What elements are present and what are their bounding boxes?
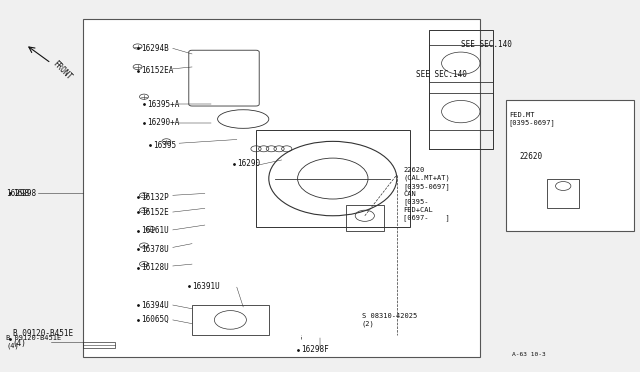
Text: S 08310-42025
(2): S 08310-42025 (2) xyxy=(362,313,417,327)
Text: 16298F: 16298F xyxy=(301,345,328,354)
Bar xyxy=(547,179,579,208)
Text: FED.MT
[0395-0697]: FED.MT [0395-0697] xyxy=(509,112,556,126)
Text: 16394U: 16394U xyxy=(141,301,168,310)
Text: 16128U: 16128U xyxy=(141,263,168,272)
Text: 22620
(CAL.MT+AT)
[0395-0697]
CAN
[0395-
FED+CAL
[0697-    ]: 22620 (CAL.MT+AT) [0395-0697] CAN [0395-… xyxy=(403,167,450,221)
Text: 16152EA: 16152EA xyxy=(141,66,173,75)
Bar xyxy=(429,45,493,82)
Text: A-63 10-3: A-63 10-3 xyxy=(512,352,546,357)
Text: 16290+A: 16290+A xyxy=(147,118,180,127)
Bar xyxy=(346,205,384,231)
Text: 22620: 22620 xyxy=(520,152,543,161)
Bar xyxy=(256,130,410,227)
Bar xyxy=(429,93,493,130)
Text: B 09120-B451E
(4): B 09120-B451E (4) xyxy=(13,329,73,348)
Bar xyxy=(83,342,115,348)
Text: 16395+A: 16395+A xyxy=(147,100,180,109)
Text: 16391U: 16391U xyxy=(192,282,220,291)
Text: 16132P: 16132P xyxy=(141,193,168,202)
Text: 16065Q: 16065Q xyxy=(141,315,168,324)
Text: 16161U: 16161U xyxy=(141,226,168,235)
Text: B 09120-B451E
(4): B 09120-B451E (4) xyxy=(6,336,61,349)
Text: 16152E: 16152E xyxy=(141,208,168,217)
Bar xyxy=(192,305,269,335)
Text: 16290: 16290 xyxy=(237,159,260,168)
Text: 16298: 16298 xyxy=(6,189,29,198)
Text: 16378U: 16378U xyxy=(141,245,168,254)
Text: 16395: 16395 xyxy=(154,141,177,150)
Text: SEE SEC.140: SEE SEC.140 xyxy=(461,40,511,49)
Text: 16294B: 16294B xyxy=(141,44,168,53)
Bar xyxy=(83,19,480,357)
Bar xyxy=(506,100,634,231)
Text: FRONT: FRONT xyxy=(51,60,74,82)
Text: 16298: 16298 xyxy=(13,189,36,198)
Text: SEE SEC.140: SEE SEC.140 xyxy=(416,70,467,79)
